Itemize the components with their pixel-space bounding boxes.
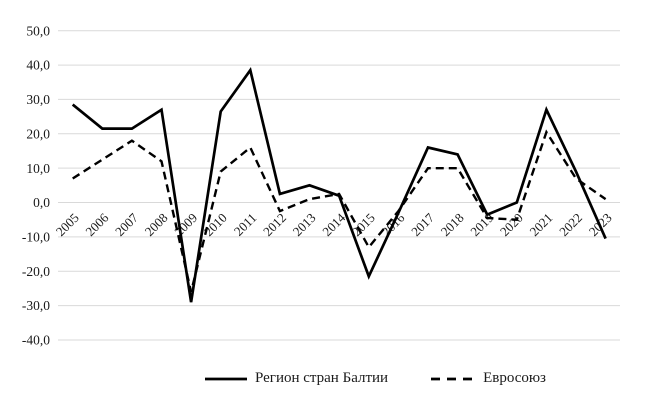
legend-item-baltic-region: Регион стран Балтии	[204, 370, 388, 387]
solid-line-swatch	[204, 377, 247, 380]
series-line-baltic-region	[71, 67, 607, 303]
y-tick-label: 40,0	[26, 58, 50, 73]
y-tick-label: 50,0	[26, 23, 50, 38]
x-tick-label: 2014	[319, 210, 348, 239]
x-tick-label: 2013	[290, 210, 319, 239]
x-tick-label: 2021	[527, 210, 556, 239]
x-tick-label: 2005	[53, 210, 82, 239]
legend-label-eu: Евросоюз	[483, 370, 546, 386]
y-tick-label: 30,0	[26, 92, 50, 107]
series-line-eu	[72, 129, 607, 293]
y-tick-label: -20,0	[22, 264, 50, 279]
x-tick-label: 2018	[438, 210, 467, 239]
x-tick-label: 2017	[408, 210, 437, 239]
y-tick-label: -40,0	[22, 333, 50, 348]
chart-legend: Регион стран Балтии Евросоюз	[0, 370, 655, 387]
x-tick-label: 2011	[231, 210, 260, 239]
y-tick-label: 20,0	[26, 126, 50, 141]
y-tick-label: 0,0	[33, 195, 50, 210]
x-tick-label: 2007	[112, 210, 141, 239]
legend-item-eu: Евросоюз	[430, 370, 546, 387]
y-tick-label: -30,0	[22, 298, 50, 313]
x-tick-label: 2019	[467, 210, 496, 239]
x-tick-label: 2020	[497, 210, 526, 239]
dashed-line-swatch	[431, 377, 476, 380]
line-chart-svg: 50,0 40,0 30,0 20,0 10,0 0,0 -10,0 -20,0 -30,0 -4…	[22, 23, 620, 348]
y-tick-label: -10,0	[22, 230, 50, 245]
legend-label-baltic-region: Регион стран Балтии	[254, 370, 389, 386]
x-tick-label: 2006	[82, 210, 111, 239]
y-tick-label: 10,0	[26, 161, 50, 176]
x-tick-label: 2012	[260, 210, 289, 239]
x-tick-label: 2008	[142, 210, 171, 239]
x-tick-label: 2022	[556, 210, 585, 239]
